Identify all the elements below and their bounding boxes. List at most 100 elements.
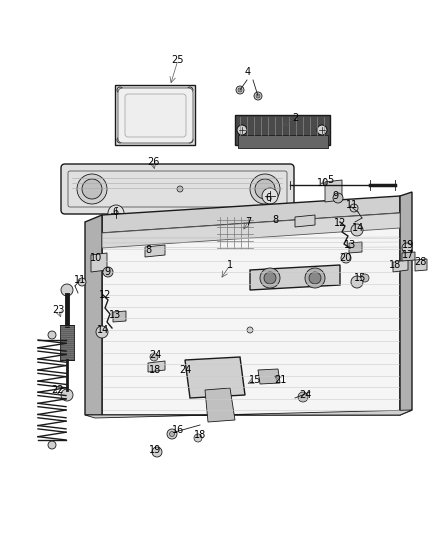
- Text: 14: 14: [352, 223, 364, 233]
- Circle shape: [250, 174, 280, 204]
- Text: 22: 22: [52, 385, 64, 395]
- Text: 26: 26: [147, 157, 159, 167]
- Text: 24: 24: [149, 350, 161, 360]
- Circle shape: [96, 326, 108, 338]
- Circle shape: [108, 205, 124, 221]
- Circle shape: [187, 87, 193, 93]
- Polygon shape: [113, 311, 126, 322]
- Circle shape: [238, 88, 242, 92]
- Text: 1: 1: [227, 260, 233, 270]
- Text: 19: 19: [402, 240, 414, 250]
- Polygon shape: [402, 252, 415, 261]
- Circle shape: [350, 204, 358, 212]
- Polygon shape: [205, 388, 235, 422]
- Circle shape: [152, 447, 162, 457]
- Circle shape: [150, 353, 158, 361]
- Text: 18: 18: [389, 260, 401, 270]
- Text: 24: 24: [179, 365, 191, 375]
- Circle shape: [187, 137, 193, 143]
- Circle shape: [298, 392, 308, 402]
- Polygon shape: [102, 213, 400, 248]
- Polygon shape: [400, 192, 412, 415]
- Polygon shape: [349, 242, 362, 253]
- Circle shape: [117, 87, 123, 93]
- Text: 16: 16: [172, 425, 184, 435]
- Text: 9: 9: [104, 267, 110, 277]
- Text: 12: 12: [99, 290, 111, 300]
- Circle shape: [61, 389, 73, 401]
- Text: 15: 15: [354, 273, 366, 283]
- Circle shape: [255, 179, 275, 199]
- Polygon shape: [295, 215, 315, 227]
- FancyBboxPatch shape: [125, 94, 186, 137]
- Text: 14: 14: [97, 325, 109, 335]
- Polygon shape: [85, 215, 102, 415]
- Circle shape: [61, 284, 73, 296]
- Text: 17: 17: [402, 250, 414, 260]
- Text: 11: 11: [74, 275, 86, 285]
- Text: 12: 12: [334, 218, 346, 228]
- Text: 23: 23: [52, 305, 64, 315]
- Circle shape: [260, 268, 280, 288]
- Text: 20: 20: [339, 253, 351, 263]
- Text: 2: 2: [292, 113, 298, 123]
- Text: 28: 28: [414, 257, 426, 267]
- Text: 5: 5: [327, 175, 333, 185]
- Text: 13: 13: [109, 310, 121, 320]
- Polygon shape: [102, 196, 400, 233]
- Polygon shape: [393, 260, 408, 272]
- Circle shape: [117, 137, 123, 143]
- Polygon shape: [250, 265, 340, 290]
- FancyBboxPatch shape: [61, 164, 294, 214]
- Text: 13: 13: [344, 240, 356, 250]
- Circle shape: [305, 268, 325, 288]
- Circle shape: [264, 272, 276, 284]
- Polygon shape: [258, 369, 280, 384]
- Polygon shape: [238, 135, 328, 148]
- Text: 9: 9: [332, 191, 338, 201]
- Text: 4: 4: [245, 67, 251, 77]
- Text: 11: 11: [346, 200, 358, 210]
- Circle shape: [351, 276, 363, 288]
- Polygon shape: [115, 85, 195, 145]
- Polygon shape: [91, 253, 107, 272]
- Text: 10: 10: [317, 178, 329, 188]
- Circle shape: [247, 327, 253, 333]
- Circle shape: [48, 331, 56, 339]
- Circle shape: [256, 94, 260, 98]
- Text: 7: 7: [245, 217, 251, 227]
- Circle shape: [254, 92, 262, 100]
- Text: 8: 8: [272, 215, 278, 225]
- Circle shape: [78, 278, 86, 286]
- Polygon shape: [148, 361, 165, 372]
- Polygon shape: [415, 259, 427, 271]
- Circle shape: [48, 441, 56, 449]
- Polygon shape: [325, 180, 342, 202]
- Polygon shape: [215, 215, 255, 250]
- Text: 15: 15: [249, 375, 261, 385]
- FancyBboxPatch shape: [118, 88, 193, 143]
- Circle shape: [341, 253, 351, 263]
- Polygon shape: [145, 245, 165, 257]
- Circle shape: [82, 179, 102, 199]
- Circle shape: [236, 86, 244, 94]
- Text: 25: 25: [172, 55, 184, 65]
- Circle shape: [317, 125, 327, 135]
- Text: 10: 10: [90, 253, 102, 263]
- Polygon shape: [60, 325, 74, 360]
- Polygon shape: [102, 213, 400, 415]
- Text: 6: 6: [112, 207, 118, 217]
- Circle shape: [170, 432, 174, 437]
- Circle shape: [333, 193, 343, 203]
- Text: 8: 8: [145, 245, 151, 255]
- Circle shape: [167, 429, 177, 439]
- Text: 6: 6: [265, 193, 271, 203]
- Polygon shape: [85, 410, 412, 418]
- Text: 18: 18: [194, 430, 206, 440]
- Circle shape: [103, 267, 113, 277]
- Circle shape: [194, 434, 202, 442]
- Circle shape: [262, 188, 278, 204]
- Circle shape: [309, 272, 321, 284]
- Circle shape: [77, 174, 107, 204]
- Circle shape: [361, 274, 369, 282]
